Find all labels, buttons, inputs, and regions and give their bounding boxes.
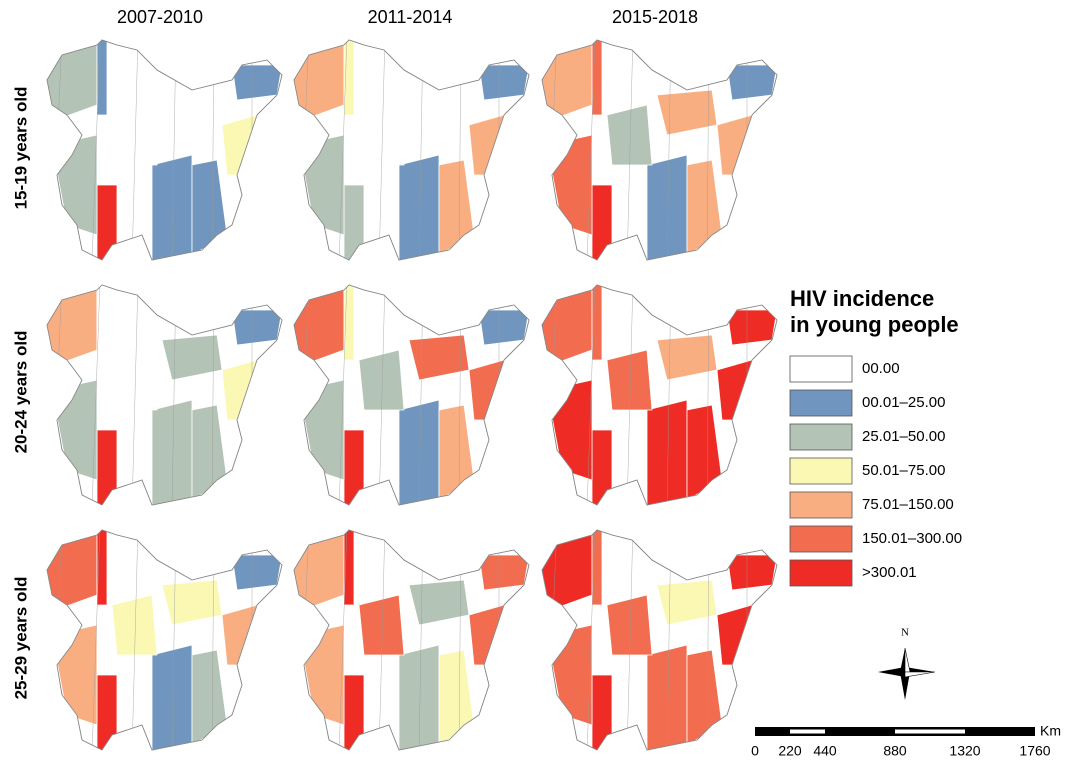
state-map — [289, 525, 529, 755]
scale-segment — [790, 730, 825, 734]
municipality — [152, 155, 192, 265]
scale-label: 1760 — [1019, 743, 1050, 759]
row-label: 20-24 years old — [11, 331, 30, 454]
legend-title: HIV incidence — [790, 286, 934, 311]
state-map — [289, 35, 529, 265]
state-map — [42, 35, 282, 265]
municipality — [469, 605, 504, 665]
state-map — [537, 280, 777, 510]
state-map — [289, 280, 529, 510]
legend-label: 150.01–300.00 — [862, 530, 962, 547]
column-header: 2007-2010 — [117, 7, 203, 27]
municipality — [647, 400, 687, 510]
legend-swatch — [790, 356, 852, 382]
column-header: 2015-2018 — [612, 7, 698, 27]
municipality — [479, 310, 529, 345]
row-label: 15-19 years old — [11, 87, 30, 210]
municipality — [727, 65, 777, 100]
column-header: 2011-2014 — [368, 7, 453, 27]
municipality — [359, 105, 404, 165]
legend-swatch — [790, 526, 852, 552]
municipality — [112, 350, 157, 410]
state-map — [42, 280, 282, 510]
legend-title: in young people — [790, 312, 959, 337]
municipality — [607, 350, 652, 410]
municipality — [359, 595, 404, 655]
legend-label: 50.01–75.00 — [862, 462, 945, 479]
state-map — [537, 525, 777, 755]
scale-label: 440 — [813, 743, 837, 759]
map-grid — [42, 35, 777, 755]
municipality — [232, 310, 282, 345]
legend-label: 00.01–25.00 — [862, 394, 945, 411]
municipality — [727, 555, 777, 590]
state-map — [42, 525, 282, 755]
figure: N 0 220 440 880 1320 1760 Km 2007-2010 2011-201… — [0, 0, 1067, 762]
scale-unit: Km — [1040, 723, 1061, 739]
municipality — [469, 360, 504, 420]
scale-label: 220 — [778, 743, 802, 759]
municipality — [469, 115, 504, 175]
municipality — [399, 155, 439, 265]
municipality — [607, 595, 652, 655]
municipality — [112, 595, 157, 655]
scale-label: 1320 — [949, 743, 980, 759]
legend-label: 75.01–150.00 — [862, 496, 954, 513]
municipality — [359, 350, 404, 410]
municipality — [607, 105, 652, 165]
legend-label: 00.00 — [862, 360, 900, 377]
compass-needle — [905, 672, 935, 677]
municipality — [717, 360, 752, 420]
scale-segment — [895, 730, 965, 734]
legend-swatch — [790, 424, 852, 450]
municipality — [232, 555, 282, 590]
municipality — [152, 645, 192, 755]
compass-label: N — [901, 627, 909, 639]
legend-label: 25.01–50.00 — [862, 428, 945, 445]
municipality — [647, 155, 687, 265]
legend-swatch — [790, 458, 852, 484]
scale-label: 0 — [751, 743, 759, 759]
compass-needle — [905, 648, 910, 672]
municipality — [152, 400, 192, 510]
municipality — [222, 115, 257, 175]
municipality — [232, 65, 282, 100]
state-map — [537, 35, 777, 265]
municipality — [717, 115, 752, 175]
municipality — [399, 400, 439, 510]
scale-bar: 0 220 440 880 1320 1760 Km — [751, 723, 1061, 759]
municipality — [112, 105, 157, 165]
municipality — [727, 310, 777, 345]
legend-swatch — [790, 560, 852, 586]
municipality — [399, 645, 439, 755]
scale-label: 880 — [883, 743, 907, 759]
compass: N — [878, 627, 935, 700]
legend-label: >300.01 — [862, 564, 917, 581]
municipality — [479, 65, 529, 100]
legend-swatch — [790, 390, 852, 416]
municipality — [479, 555, 529, 590]
legend-swatch — [790, 492, 852, 518]
municipality — [222, 605, 257, 665]
municipality — [222, 360, 257, 420]
row-label: 25-29 years old — [11, 577, 30, 700]
municipality — [647, 645, 687, 755]
municipality — [717, 605, 752, 665]
